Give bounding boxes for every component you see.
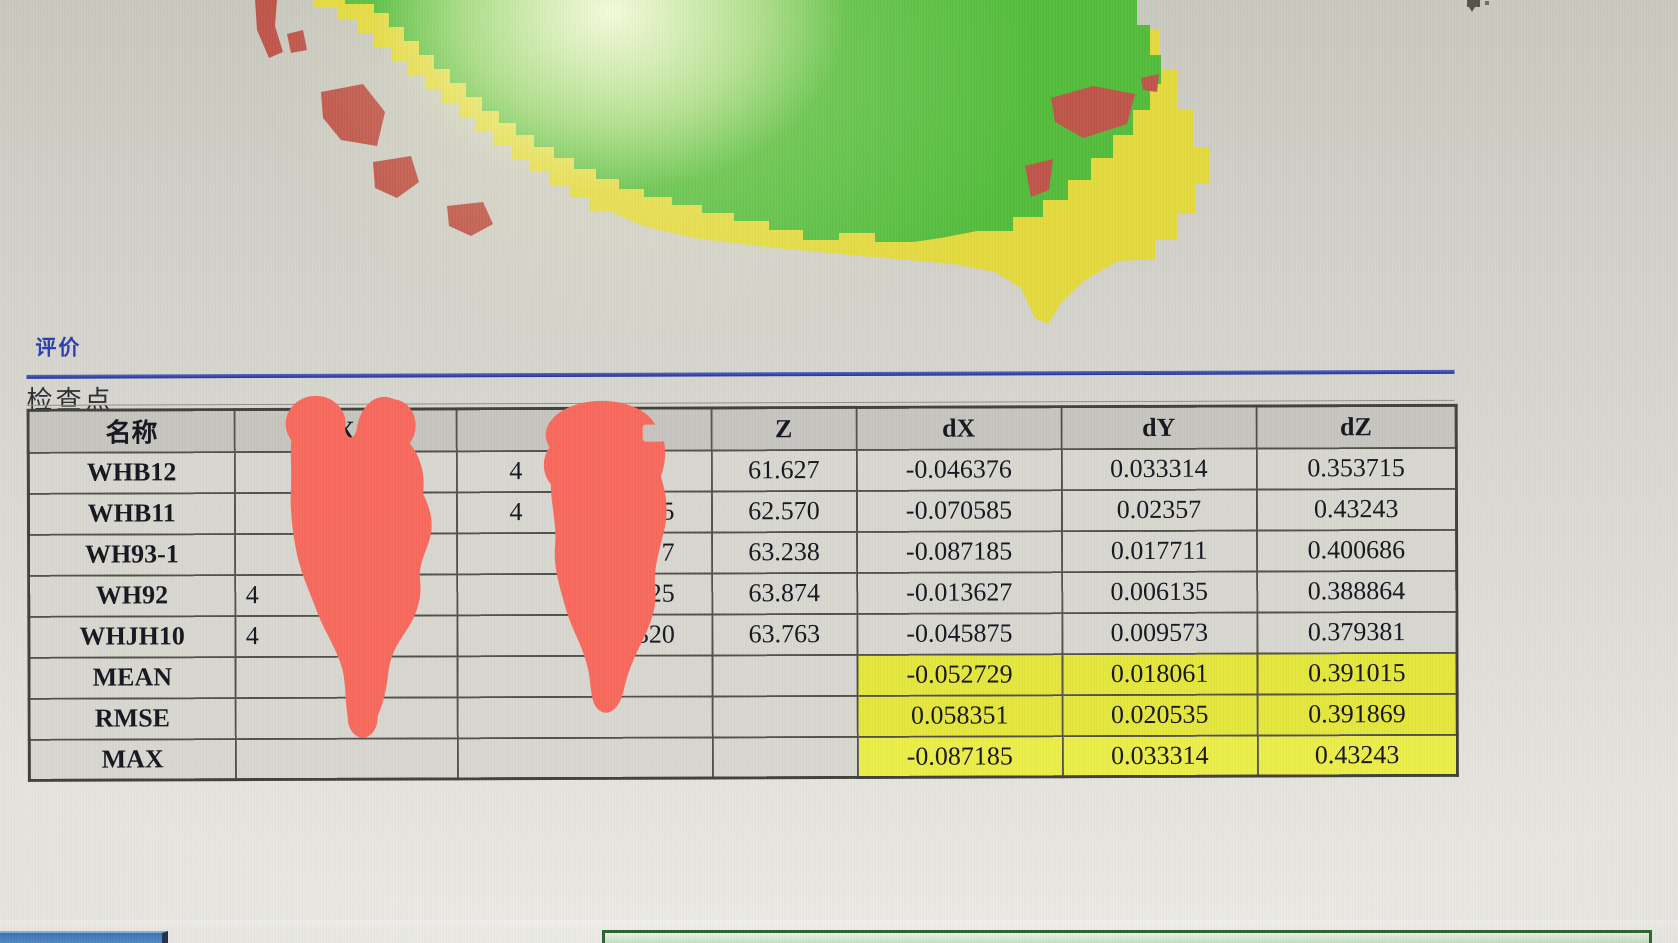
cell-dz: 0.43243 [1257,734,1458,777]
cell-dx: -0.087185 [857,735,1063,778]
row-name: MAX [29,738,236,781]
cell-z [712,736,858,778]
col-header-dx: dX [856,406,1062,450]
cell-dx: -0.013627 [856,571,1062,614]
cell-x [235,737,458,780]
cell-y: 25 [456,572,712,615]
table-header-row: 名称 X Z dX dY dZ [28,405,1457,453]
cell-x [235,696,458,739]
cell-dx: -0.045875 [856,612,1062,655]
cell-z: 63.874 [711,572,857,614]
cell-dz: 0.379381 [1256,611,1457,654]
cell-dy: 0.02357 [1061,489,1257,531]
row-name: WHB11 [28,492,235,535]
y-fragment: .320 [629,619,675,649]
cell-y [456,654,713,697]
cell-dz: 0.391869 [1257,693,1458,736]
cell-dy: 0.033314 [1062,735,1258,777]
cell-dy: 0.018061 [1061,653,1258,695]
cell-dx: -0.087185 [856,530,1062,573]
y-fragment: 4 [509,497,523,527]
cell-dx: -0.070585 [856,489,1062,532]
cell-z: 62.570 [711,490,857,532]
table-row-whb12: WHB12 2 4 61.627 -0.046376 0.033314 0.35… [28,447,1457,494]
row-name: WH92 [28,574,235,617]
col-header-y [456,407,712,451]
row-name: WH93-1 [28,533,235,576]
col-header-z: Z [711,407,857,450]
y-fragment: 7 [661,537,675,567]
table-row-rmse: RMSE 0.058351 0.020535 0.391869 [29,693,1458,740]
cell-x [234,491,457,534]
cell-dz: 0.353715 [1256,447,1457,490]
cell-dy: 0.033314 [1061,448,1257,490]
y-fragment: 4 [509,456,523,486]
x-fragment: 2 [362,456,376,486]
cell-dz: 0.391015 [1256,652,1458,695]
cell-dx: -0.046376 [856,448,1062,491]
x-fragment: 4 [245,580,259,610]
bottom-green-panel[interactable] [602,930,1652,943]
col-header-x: X [234,408,457,452]
cell-y [457,736,713,779]
table-row-mean: MEAN -0.052729 0.018061 0.391015 [28,652,1458,699]
col-header-dz: dZ [1256,405,1457,449]
section-divider-line [26,369,1455,379]
cell-dy: 0.006135 [1061,571,1257,613]
cell-z [711,654,858,696]
row-name: WHB12 [28,451,235,494]
table-row-wh92: WH92 4 25 63.874 -0.013627 0.006135 0.38… [28,570,1457,617]
cell-y [457,695,713,738]
cell-dy: 0.009573 [1061,612,1257,654]
cell-dz: 0.388864 [1256,570,1457,613]
checkpoint-table: 名称 X Z dX dY dZ WHB12 2 4 61.627 -0.0463… [26,403,1459,782]
cell-dx: -0.052729 [856,653,1063,696]
cell-z: 63.238 [711,531,857,573]
row-name: RMSE [29,697,236,740]
cell-y: .320 [456,613,712,656]
col-header-dy: dY [1061,406,1257,449]
y-fragment: 25 [648,578,675,608]
section-title: 评价 [35,335,82,360]
cell-x: 4 [234,573,457,616]
cell-dz: 0.43243 [1256,488,1457,531]
cell-y: 7 [456,531,712,574]
col-header-name: 名称 [28,409,235,453]
x-fragment: 4 [245,621,259,651]
bottom-left-blue-button[interactable] [0,931,168,943]
cell-x [234,532,457,575]
cell-x [234,655,458,698]
cell-y: 4 [456,449,712,492]
row-name: WHJH10 [28,615,235,658]
cell-z: 63.763 [711,613,857,655]
cell-dx: 0.058351 [857,694,1063,737]
cell-x: 4 [234,614,457,657]
bottom-light-strip [0,920,1678,931]
row-name: MEAN [28,656,236,699]
table-row-max: MAX -0.087185 0.033314 0.43243 [29,734,1458,781]
table-row-whjh10: WHJH10 4 .320 63.763 -0.045875 0.009573 … [28,611,1457,658]
cell-dz: 0.400686 [1256,529,1457,572]
cell-z: 61.627 [711,449,857,491]
cell-x: 2 [234,450,457,493]
y-fragment: 5 [661,496,675,526]
cell-z [712,695,858,737]
table-row-wh93-1: WH93-1 7 63.238 -0.087185 0.017711 0.400… [28,529,1457,576]
cell-dy: 0.020535 [1062,694,1258,736]
cell-dy: 0.017711 [1061,530,1257,572]
